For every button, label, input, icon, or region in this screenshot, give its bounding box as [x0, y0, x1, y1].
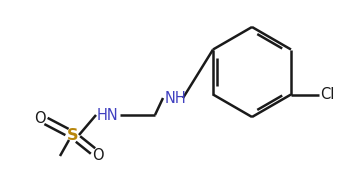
Text: O: O	[34, 111, 46, 125]
Text: HN: HN	[96, 107, 118, 123]
Text: NH: NH	[164, 91, 186, 105]
Text: O: O	[92, 147, 104, 163]
Text: S: S	[67, 127, 79, 143]
Text: Cl: Cl	[320, 87, 334, 102]
